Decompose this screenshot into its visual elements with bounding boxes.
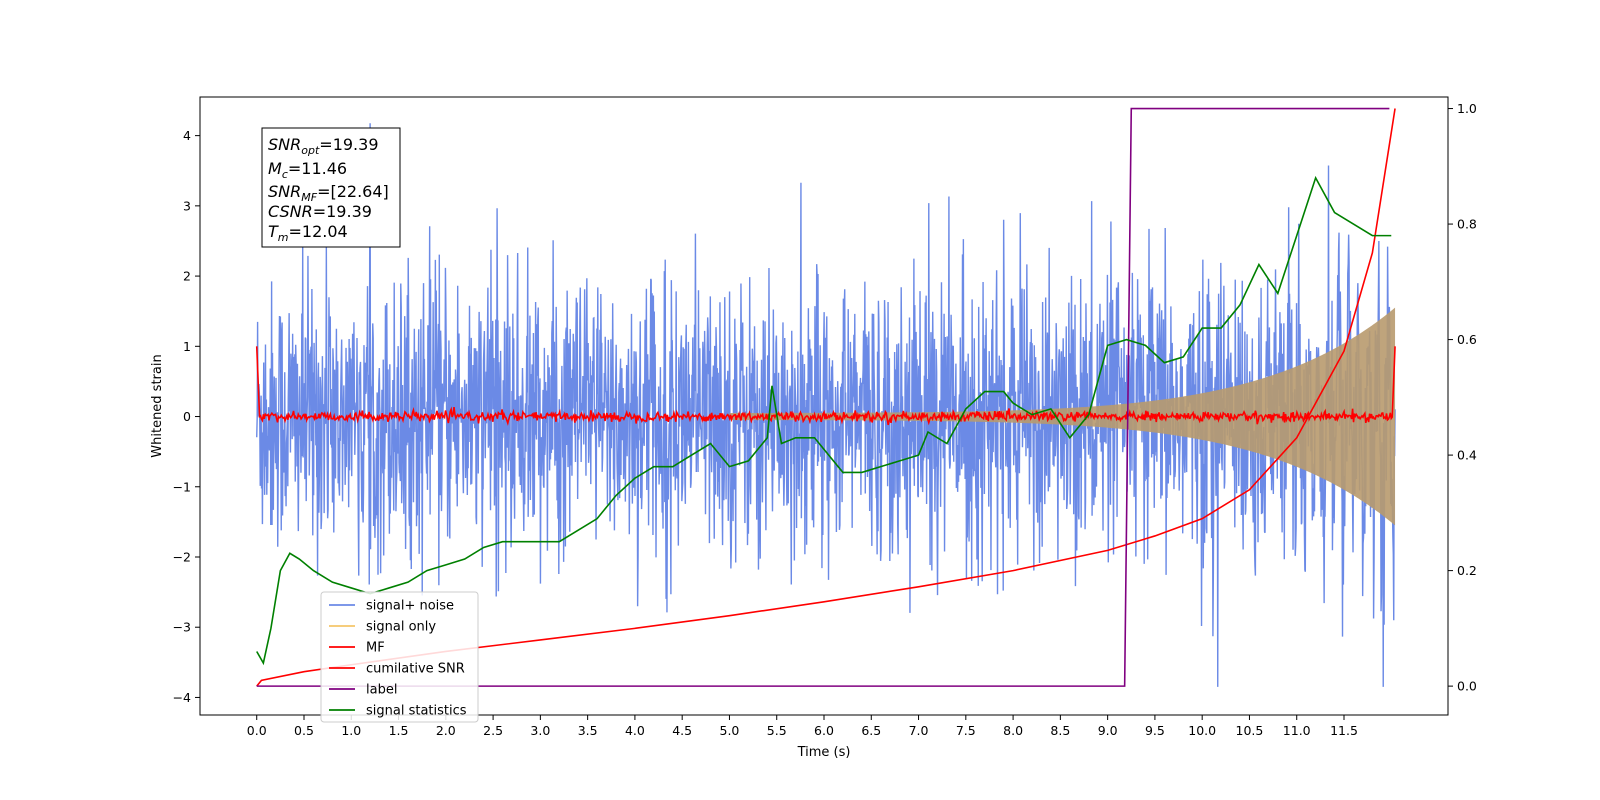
y-axis-right-ticks: 0.0 0.2 0.4 0.6 0.8 1.0 <box>1448 101 1477 694</box>
y-left-tick-label: −3 <box>173 620 191 635</box>
x-tick-label: 1.0 <box>341 723 361 738</box>
y-left-tick-label: 4 <box>183 128 191 143</box>
x-tick-label: 5.0 <box>720 723 740 738</box>
info-tm: Tm=12.04 <box>268 222 348 244</box>
x-axis-ticks: 0.0 0.5 1.0 1.5 2.0 2.5 3.0 3.5 4.0 4.5 5.0 5.5 6.0 6… <box>247 715 1358 738</box>
y-right-tick-label: 1.0 <box>1457 101 1477 116</box>
x-tick-label: 2.0 <box>436 723 456 738</box>
x-tick-label: 10.5 <box>1236 723 1264 738</box>
x-tick-label: 3.5 <box>578 723 598 738</box>
y-left-tick-label: 2 <box>183 269 191 284</box>
x-tick-label: 4.0 <box>625 723 645 738</box>
x-tick-label: 10.0 <box>1188 723 1216 738</box>
info-snr-mf: SNRMF=[22.64] <box>268 182 389 204</box>
x-tick-label: 0.5 <box>294 723 314 738</box>
legend-label: MF <box>366 641 385 656</box>
x-tick-label: 4.5 <box>672 723 692 738</box>
y-right-tick-label: 0.8 <box>1457 217 1477 232</box>
legend-label: signal statistics <box>366 704 467 719</box>
x-tick-label: 11.5 <box>1330 723 1358 738</box>
y-right-tick-label: 0.0 <box>1457 679 1477 694</box>
y-right-tick-label: 0.4 <box>1457 448 1477 463</box>
x-axis-label: Time (s) <box>797 745 851 760</box>
x-tick-label: 9.5 <box>1145 723 1165 738</box>
y-left-tick-label: 0 <box>183 409 191 424</box>
y-left-tick-label: −1 <box>173 479 191 494</box>
y-left-tick-label: 3 <box>183 198 191 213</box>
y-right-tick-label: 0.6 <box>1457 332 1477 347</box>
info-snr-opt: SNRopt=19.39 <box>268 135 379 157</box>
x-tick-label: 6.0 <box>814 723 834 738</box>
x-tick-label: 7.5 <box>956 723 976 738</box>
series-mf <box>255 346 1396 426</box>
legend-label: signal+ noise <box>366 599 454 614</box>
y-axis-label: Whitened strain <box>150 354 165 457</box>
x-tick-label: 0.0 <box>247 723 267 738</box>
x-tick-label: 2.5 <box>483 723 503 738</box>
y-left-tick-label: −4 <box>173 690 191 705</box>
legend-label: label <box>366 683 397 698</box>
y-axis-left-ticks: −4 −3 −2 −1 0 1 2 3 4 <box>173 128 200 705</box>
x-tick-label: 9.0 <box>1098 723 1118 738</box>
info-box: SNRopt=19.39 Mc=11.46 SNRMF=[22.64] CSNR… <box>261 127 401 248</box>
x-tick-label: 7.0 <box>909 723 929 738</box>
y-left-tick-label: −2 <box>173 549 191 564</box>
x-tick-label: 11.0 <box>1283 723 1311 738</box>
y-right-tick-label: 0.2 <box>1457 563 1477 578</box>
x-tick-label: 8.0 <box>1003 723 1023 738</box>
series-label <box>256 107 1390 687</box>
series-signal-statistics <box>256 175 1392 666</box>
x-tick-label: 3.0 <box>530 723 550 738</box>
x-tick-label: 1.5 <box>389 723 409 738</box>
x-tick-label: 5.5 <box>767 723 787 738</box>
x-tick-label: 8.5 <box>1050 723 1070 738</box>
info-csnr: CSNR=19.39 <box>268 202 372 221</box>
legend: signal+ noise signal only MF cumilative SNR… <box>320 591 479 723</box>
legend-label: signal only <box>366 620 436 635</box>
legend-label: cumilative SNR <box>366 662 465 677</box>
y-left-tick-label: 1 <box>183 339 191 354</box>
x-tick-label: 6.5 <box>861 723 881 738</box>
info-mc: Mc=11.46 <box>268 159 347 181</box>
